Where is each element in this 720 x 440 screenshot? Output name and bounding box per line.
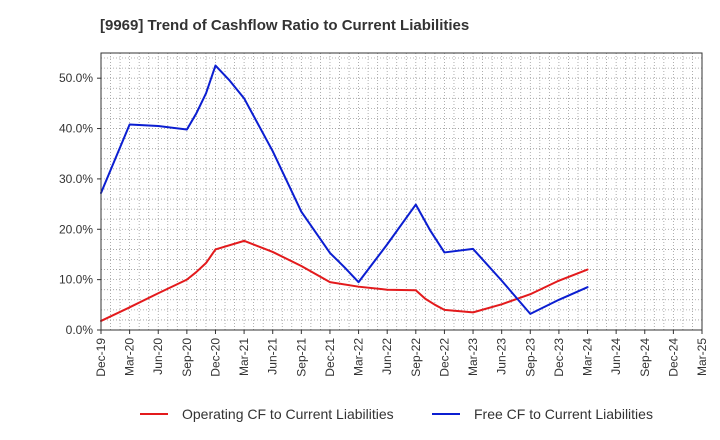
x-tick-label: Sep-21: [294, 338, 308, 377]
x-tick-label: Mar-25: [695, 338, 709, 376]
x-tick-label: Sep-22: [409, 338, 423, 377]
x-axis-ticks: Dec-19 Mar-20 Jun-20 Sep-20 Dec-20 Mar-21 Jun-…: [94, 330, 709, 377]
x-tick-label: Jun-23: [495, 338, 509, 375]
x-tick-label: Dec-24: [666, 338, 680, 377]
y-tick-label: 20.0%: [59, 222, 93, 236]
legend-label: Free CF to Current Liabilities: [474, 406, 653, 422]
x-tick-label: Dec-23: [552, 338, 566, 377]
x-tick-label: Dec-21: [323, 338, 337, 377]
y-tick-label: 10.0%: [59, 273, 93, 287]
chart-title: [9969] Trend of Cashflow Ratio to Curren…: [100, 17, 469, 34]
x-tick-label: Jun-21: [266, 338, 280, 375]
y-tick-label: 0.0%: [66, 323, 94, 337]
x-tick-label: Sep-24: [638, 338, 652, 377]
y-axis-ticks: 0.0% 10.0% 20.0% 30.0% 40.0% 50.0%: [59, 71, 101, 337]
y-tick-label: 50.0%: [59, 71, 93, 85]
x-tick-label: Jun-20: [151, 338, 165, 375]
y-tick-label: 40.0%: [59, 122, 93, 136]
x-tick-label: Jun-24: [609, 338, 623, 375]
plot-area: [101, 53, 702, 330]
x-tick-label: Mar-21: [237, 338, 251, 376]
x-tick-label: Dec-20: [208, 338, 222, 377]
x-tick-label: Dec-19: [94, 338, 108, 377]
x-tick-label: Mar-22: [352, 338, 366, 376]
x-tick-label: Dec-22: [437, 338, 451, 377]
x-tick-label: Jun-22: [380, 338, 394, 375]
series-line-1: [100, 239, 589, 322]
legend: Operating CF to Current Liabilities Free …: [140, 406, 653, 422]
plot-frame: [100, 52, 703, 331]
x-tick-label: Mar-24: [581, 338, 595, 376]
x-tick-label: Mar-23: [466, 338, 480, 376]
legend-label: Operating CF to Current Liabilities: [182, 406, 394, 422]
x-tick-label: Mar-20: [123, 338, 137, 376]
x-tick-label: Sep-23: [523, 338, 537, 377]
y-tick-label: 30.0%: [59, 172, 93, 186]
x-tick-label: Sep-20: [180, 338, 194, 377]
series-line-2: [100, 64, 589, 315]
series-layer: [100, 64, 589, 322]
